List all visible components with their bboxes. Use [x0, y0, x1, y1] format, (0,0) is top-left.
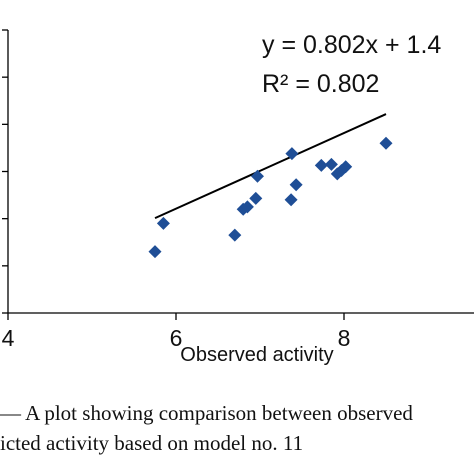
data-point — [289, 178, 303, 192]
data-point — [379, 136, 393, 150]
x-tick-label: 6 — [170, 325, 183, 351]
data-points — [148, 136, 393, 259]
data-point — [148, 245, 162, 259]
data-point — [250, 169, 264, 183]
x-ticks — [7, 313, 345, 320]
figure-caption: — A plot showing comparison between obse… — [0, 398, 474, 458]
data-point — [324, 157, 338, 171]
x-tick-labels: 4 6 8 — [2, 325, 351, 351]
equation-label: y = 0.802x + 1.4 — [262, 31, 441, 59]
x-axis-title: Observed activity — [180, 344, 333, 366]
trendline-group — [154, 113, 387, 220]
x-tick-label: 4 — [2, 325, 15, 351]
axes — [7, 30, 474, 314]
caption-line-1: — A plot showing comparison between obse… — [0, 401, 413, 425]
y-ticks — [2, 29, 8, 314]
scatter-chart: 4 6 8 y = 0.802x + 1.4 R² = 0.802 Observed… — [2, 29, 474, 366]
data-point — [156, 216, 170, 230]
r-squared-label: R² = 0.802 — [262, 70, 379, 98]
data-point — [240, 200, 254, 214]
x-tick-label: 8 — [338, 325, 351, 351]
data-point — [228, 228, 242, 242]
data-point — [339, 160, 353, 174]
data-point — [314, 158, 328, 172]
data-point — [249, 191, 263, 205]
trendline — [154, 113, 387, 220]
data-point — [284, 193, 298, 207]
caption-line-2: icted activity based on model no. 11 — [0, 431, 304, 455]
data-point — [285, 147, 299, 161]
